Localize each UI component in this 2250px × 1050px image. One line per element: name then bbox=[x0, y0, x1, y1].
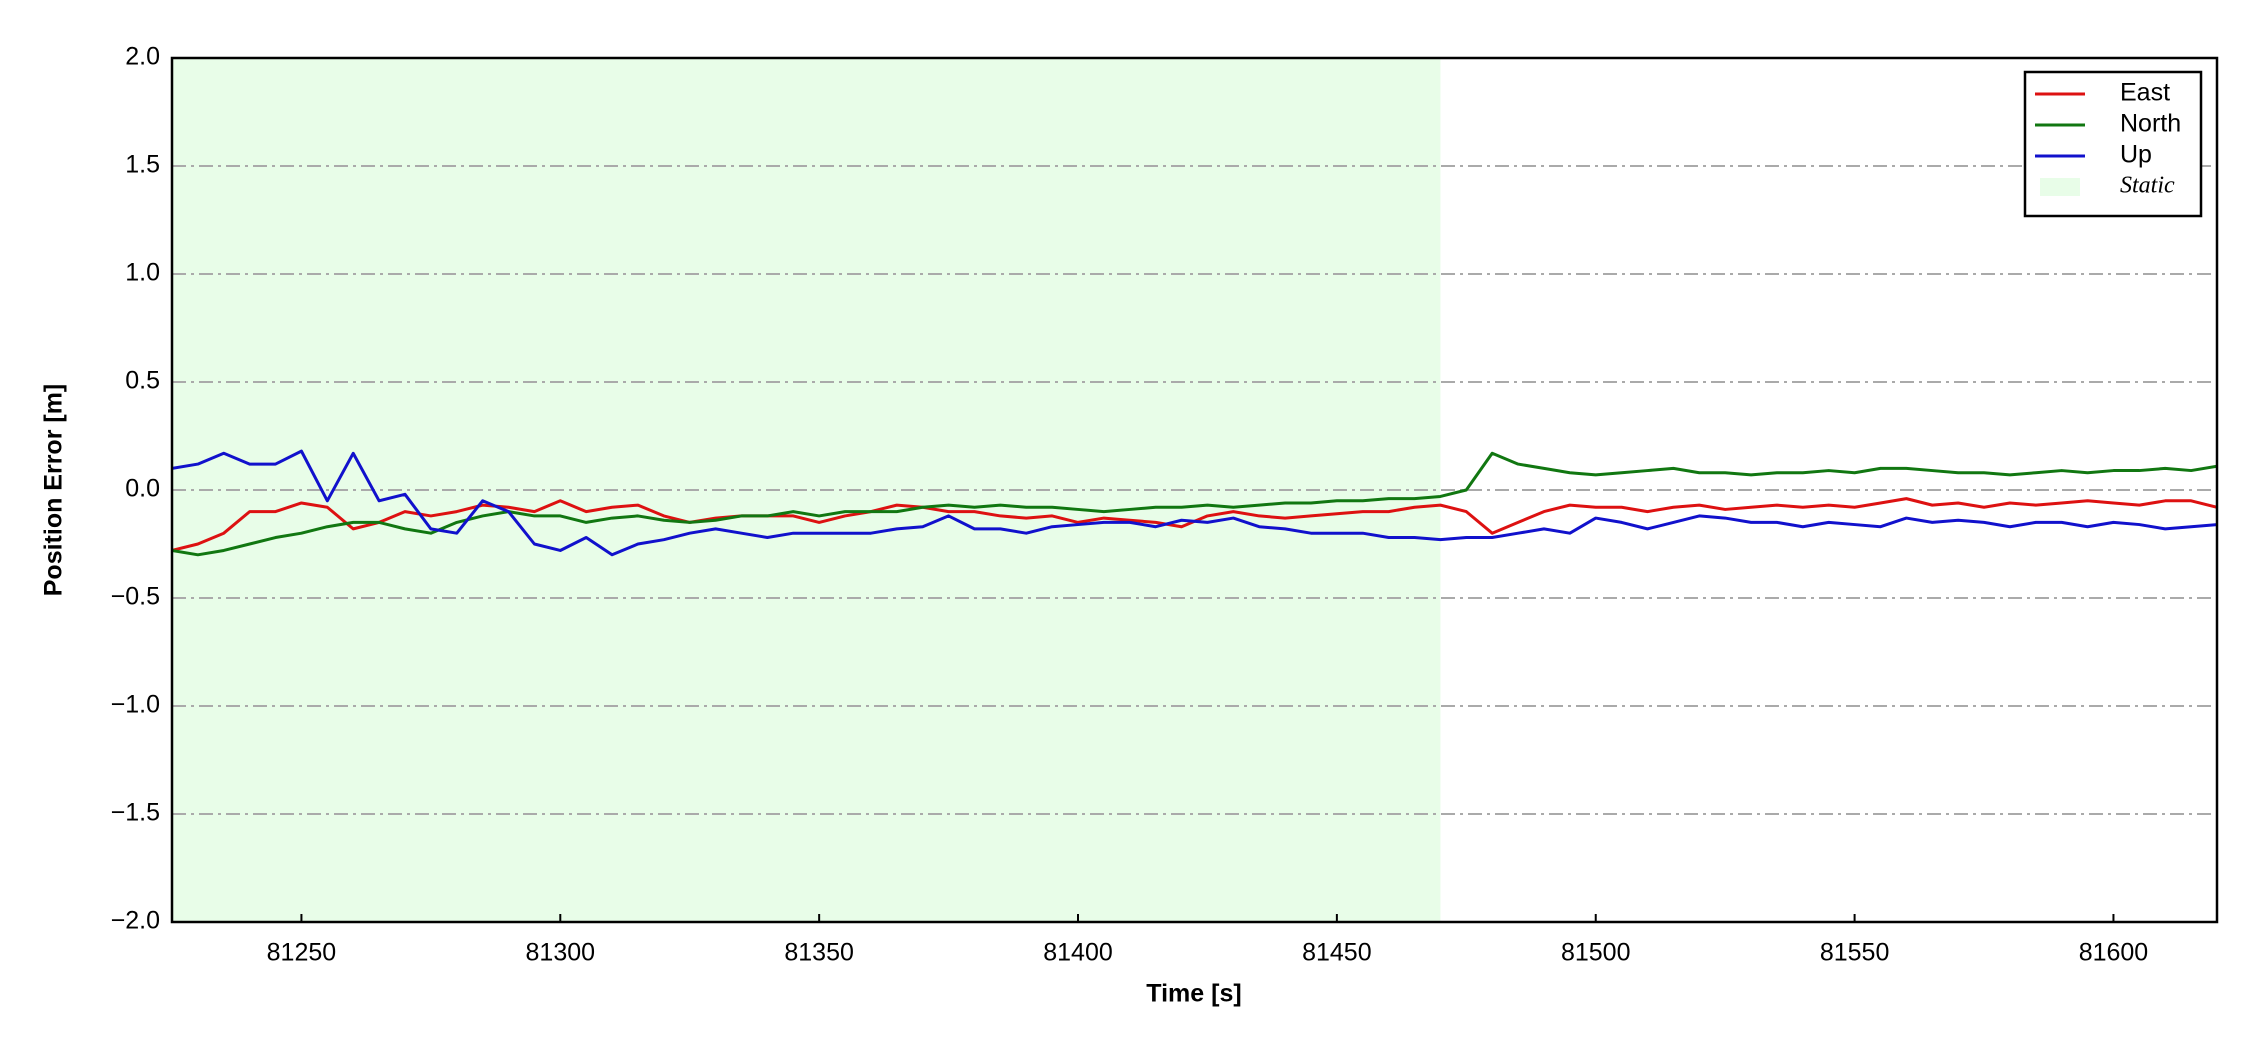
y-tick-label: −1.0 bbox=[111, 691, 160, 719]
y-tick-label: 1.0 bbox=[125, 259, 160, 287]
y-tick-label: −0.5 bbox=[111, 583, 160, 611]
series-line bbox=[172, 451, 2217, 557]
y-tick-label: −2.0 bbox=[111, 907, 160, 935]
legend-label: North bbox=[2120, 110, 2181, 138]
x-tick-label: 81300 bbox=[526, 939, 596, 967]
y-tick-label: 0.5 bbox=[125, 367, 160, 395]
x-tick-label: 81500 bbox=[1561, 939, 1631, 967]
plot-frame bbox=[170, 56, 2219, 924]
x-tick-label: 81600 bbox=[2079, 939, 2149, 967]
y-tick-label: 2.0 bbox=[125, 43, 160, 71]
y-tick-label: −1.5 bbox=[111, 799, 160, 827]
legend-label: Static bbox=[2120, 173, 2175, 199]
x-tick-label: 81550 bbox=[1820, 939, 1890, 967]
y-axis-label: Position Error [m] bbox=[40, 384, 68, 597]
x-tick-label: 81350 bbox=[784, 939, 854, 967]
x-tick-label: 81450 bbox=[1302, 939, 1372, 967]
legend-label: Up bbox=[2120, 141, 2152, 169]
legend-label: East bbox=[2120, 79, 2170, 107]
y-tick-label: 0.0 bbox=[125, 475, 160, 503]
y-tick-label: 1.5 bbox=[125, 151, 160, 179]
x-tick-label: 81250 bbox=[267, 939, 337, 967]
x-tick-label: 81400 bbox=[1043, 939, 1113, 967]
series-line bbox=[172, 449, 2217, 557]
legend-swatch bbox=[2040, 178, 2080, 196]
x-axis-label: Time [s] bbox=[1146, 980, 1241, 1008]
